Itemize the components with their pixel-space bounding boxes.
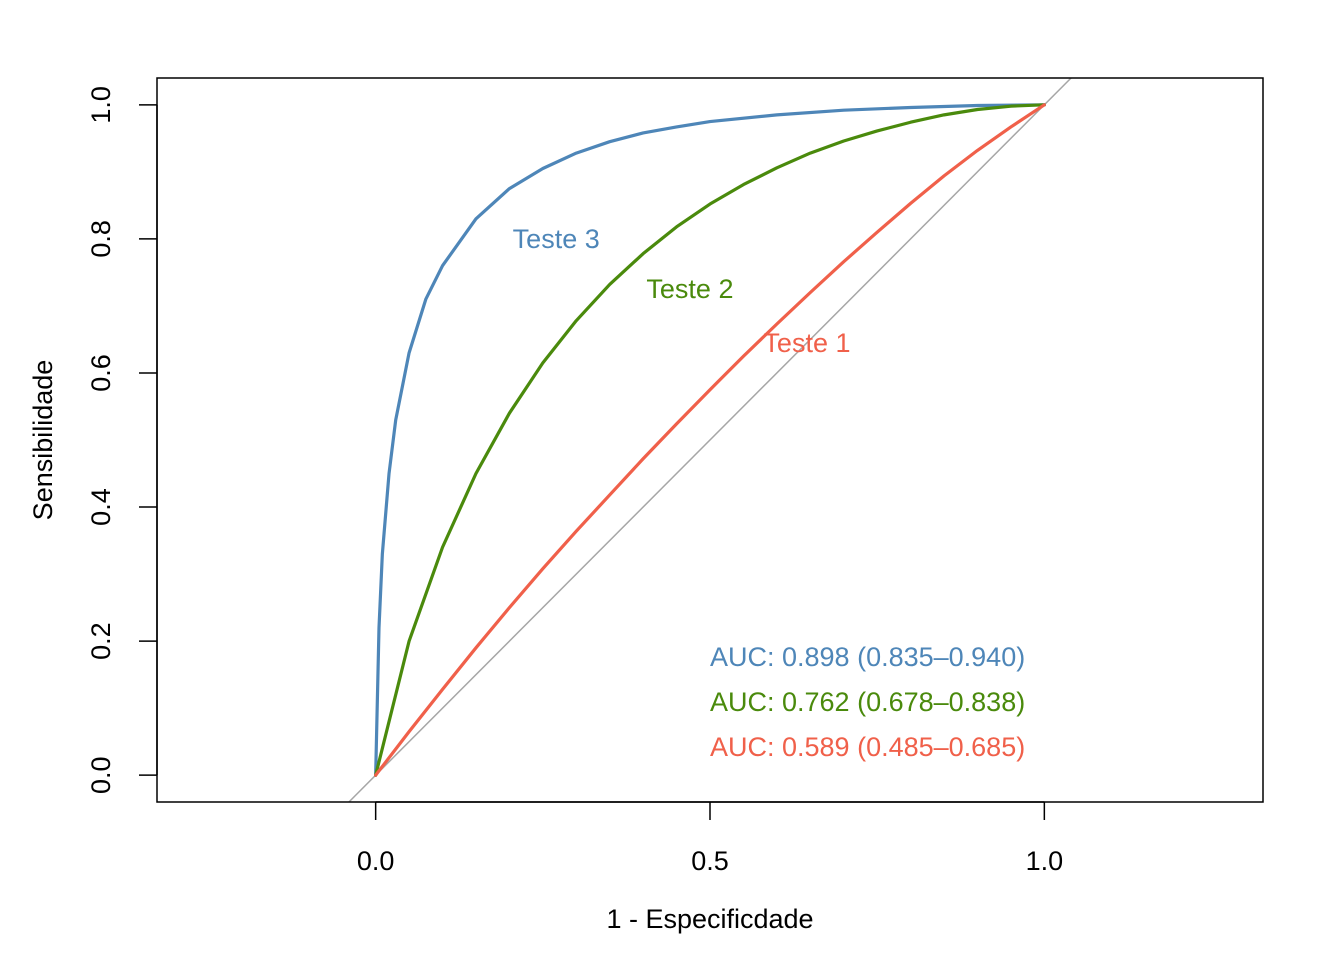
series-label-teste-2: Teste 2 [646,274,733,304]
auc-legend: AUC: 0.898 (0.835–0.940) AUC: 0.762 (0.67… [710,642,1025,762]
series-line-teste-1 [374,103,1046,777]
x-tick-label: 0.0 [357,846,395,876]
series-line-teste-2 [374,103,1046,777]
series-label-teste-1: Teste 1 [763,328,850,358]
y-tick-label: 0.2 [86,622,116,660]
auc-legend-entry-teste-2: AUC: 0.762 (0.678–0.838) [710,687,1025,717]
y-axis-title: Sensibilidade [28,360,58,521]
series-label-teste-3: Teste 3 [513,224,600,254]
auc-legend-entry-teste-1: AUC: 0.589 (0.485–0.685) [710,732,1025,762]
series-line-teste-3 [374,103,1046,777]
x-tick-label: 0.5 [691,846,729,876]
y-tick-label: 0.4 [86,488,116,526]
y-tick-label: 0.6 [86,354,116,392]
auc-legend-entry-teste-3: AUC: 0.898 (0.835–0.940) [710,642,1025,672]
x-axis-title: 1 - Especificdade [606,904,813,934]
y-tick-label: 0.8 [86,220,116,258]
y-tick-label: 0.0 [86,756,116,794]
x-tick-label: 1.0 [1026,846,1064,876]
reference-diagonal-line [348,78,1072,802]
y-tick-label: 1.0 [86,86,116,124]
